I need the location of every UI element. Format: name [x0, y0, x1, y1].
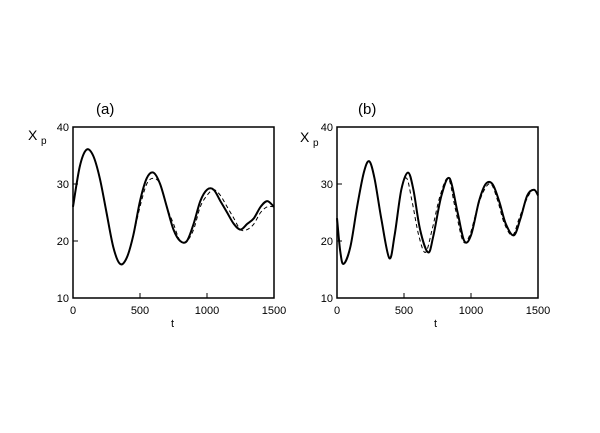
y-tick-label: 30 [321, 179, 333, 191]
y-axis-title-a: X [28, 127, 38, 143]
series-line-solid [72, 148, 275, 266]
y-tick-label: 30 [57, 179, 69, 191]
y-tick-label: 20 [321, 236, 333, 248]
plot-frame-b [336, 126, 539, 299]
series-line-dashed [72, 148, 275, 265]
y-axis-title-b: X [300, 129, 310, 145]
panel-label-a: (a) [96, 101, 114, 118]
series-lines-b [336, 160, 539, 265]
x-tick-label: 0 [70, 305, 76, 317]
y-axis-title-sub-b: p [313, 138, 319, 149]
y-tick-label: 10 [321, 293, 333, 305]
series-lines-a [72, 148, 275, 266]
y-tick-label: 40 [57, 122, 69, 134]
axis-ticks-a: 10 20 30 40 0 500 1000 1500 [57, 122, 286, 317]
y-tick-label: 10 [57, 293, 69, 305]
y-axis-title-sub-a: p [41, 136, 47, 147]
x-tick-label: 1000 [195, 305, 219, 317]
y-tick-label: 20 [57, 236, 69, 248]
y-tick-label: 40 [321, 122, 333, 134]
x-tick-label: 1000 [459, 305, 483, 317]
x-axis-title-a: t [171, 318, 174, 330]
panel-b: (b) X p 10 20 30 40 0 500 1000 1500 t [300, 101, 550, 330]
x-tick-label: 500 [395, 305, 413, 317]
panel-label-b: (b) [358, 101, 376, 118]
x-tick-label: 1500 [262, 305, 286, 317]
x-tick-label: 1500 [526, 305, 550, 317]
series-line-solid [336, 160, 539, 265]
series-line-dashed [336, 160, 539, 265]
x-tick-label: 500 [131, 305, 149, 317]
panel-a: (a) X p 10 20 30 40 0 500 1000 1500 t [28, 101, 286, 330]
axis-ticks-b: 10 20 30 40 0 500 1000 1500 [321, 122, 550, 317]
x-axis-title-b: t [434, 318, 437, 330]
plot-frame-a [72, 126, 275, 299]
x-tick-label: 0 [334, 305, 340, 317]
